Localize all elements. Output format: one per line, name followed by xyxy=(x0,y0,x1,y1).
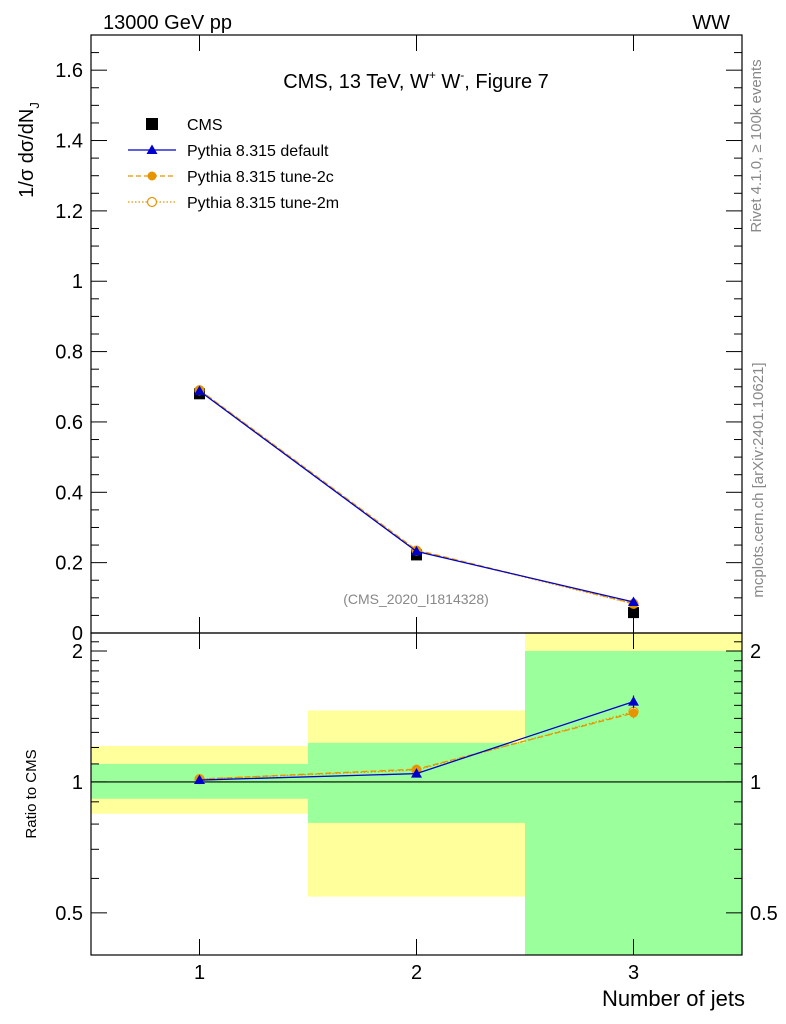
ratio-tick-label: 2 xyxy=(72,641,83,663)
cms-data-point xyxy=(628,607,639,619)
y-tick-label: 0.4 xyxy=(55,482,83,504)
y-tick-label: 0 xyxy=(72,623,83,645)
x-tick-label: 3 xyxy=(628,962,639,984)
series-line-pythia-8-315-tune-2c xyxy=(199,389,634,605)
y-tick-label: 1 xyxy=(72,271,83,293)
y-axis-label: 1/σ dσ/dNJ xyxy=(16,102,42,198)
main-series xyxy=(194,385,639,619)
ratio-tick-label: 1 xyxy=(72,772,83,794)
axis-tick-labels: 0 0.2 0.4 0.6 0.8 1 1.2 1.4 1.6 1 2 3 0.5 0.5 1 1 2 2 xyxy=(55,60,778,984)
series-line-pythia-8-315-tune-2m xyxy=(199,389,634,605)
ratio-tick-label: 0.5 xyxy=(55,903,83,925)
header-left: 13000 GeV pp xyxy=(103,12,232,34)
ratio-point xyxy=(194,774,205,785)
legend-marker-cms xyxy=(146,118,158,130)
y-tick-label: 0.8 xyxy=(55,342,83,364)
y-tick-label: 0.6 xyxy=(55,412,83,434)
series-line-pythia-8-315-default xyxy=(199,390,634,603)
legend-marker-tune-2m xyxy=(146,196,158,208)
legend: CMS Pythia 8.315 default Pythia 8.315 tu… xyxy=(128,117,339,212)
analysis-label: (CMS_2020_I1814328) xyxy=(343,591,489,607)
ratio-point xyxy=(628,696,639,706)
ratio-uncertainty-bands xyxy=(91,633,742,955)
series-point xyxy=(628,596,639,607)
x-tick-label: 2 xyxy=(411,962,422,984)
ratio-tick-label-right: 0.5 xyxy=(750,903,778,925)
ratio-series xyxy=(194,695,639,785)
y-tick-label: 1.2 xyxy=(55,201,83,223)
y-tick-label: 1.4 xyxy=(55,131,83,153)
series-point xyxy=(194,385,205,395)
legend-label-tune-2c: Pythia 8.315 tune-2c xyxy=(187,169,334,186)
y-tick-label: 1.6 xyxy=(55,60,83,82)
axis-ticks xyxy=(91,35,742,955)
mcplots-label: mcplots.cern.ch [arXiv:2401.10621] xyxy=(750,362,767,597)
green-band-2 xyxy=(308,742,525,823)
y-tick-label: 0.2 xyxy=(55,553,83,575)
ratio-tick-label-right: 1 xyxy=(750,772,761,794)
legend-label-tune-2m: Pythia 8.315 tune-2m xyxy=(187,195,339,212)
x-axis-label: Number of jets xyxy=(602,986,745,1011)
ratio-point xyxy=(411,768,422,778)
header-right: WW xyxy=(692,12,730,34)
legend-label-cms: CMS xyxy=(187,117,223,134)
series-point xyxy=(411,545,422,556)
rivet-label: Rivet 4.1.0, ≥ 100k events xyxy=(748,59,765,232)
chart-title: CMS, 13 TeV, W+ W-, Figure 7 xyxy=(283,68,549,93)
ratio-point xyxy=(629,708,638,718)
ratio-tick-label-right: 2 xyxy=(750,641,761,663)
ratio-axis-label: Ratio to CMS xyxy=(23,749,40,838)
legend-marker-tune-2c xyxy=(147,171,157,181)
legend-label-default: Pythia 8.315 default xyxy=(187,143,329,160)
legend-marker-default xyxy=(146,144,158,154)
x-tick-label: 1 xyxy=(194,962,205,984)
